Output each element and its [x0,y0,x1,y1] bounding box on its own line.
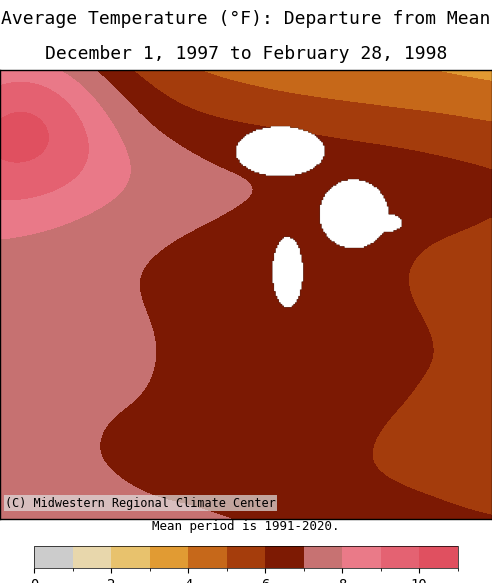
Text: (C) Midwestern Regional Climate Center: (C) Midwestern Regional Climate Center [5,497,276,510]
Text: Mean period is 1991-2020.: Mean period is 1991-2020. [152,520,340,533]
Text: December 1, 1997 to February 28, 1998: December 1, 1997 to February 28, 1998 [45,45,447,64]
Text: Average Temperature (°F): Departure from Mean: Average Temperature (°F): Departure from… [1,10,491,29]
